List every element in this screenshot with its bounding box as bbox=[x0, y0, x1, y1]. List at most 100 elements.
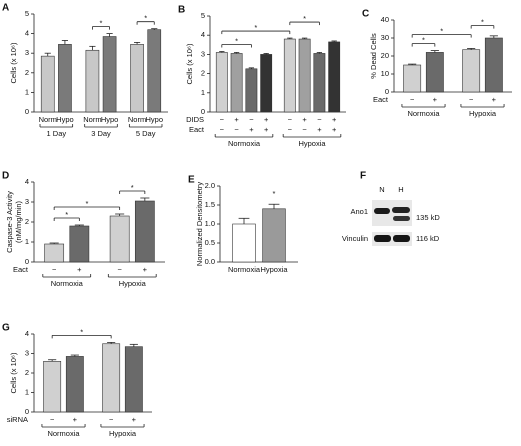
band-label: Ano1 bbox=[350, 207, 368, 216]
row-value: − bbox=[317, 115, 322, 124]
bar bbox=[58, 44, 72, 113]
y-tick-label: 0 bbox=[25, 407, 29, 416]
y-tick-label: 2 bbox=[25, 68, 29, 77]
row-value: + bbox=[143, 265, 148, 274]
significance-star: * bbox=[273, 189, 276, 198]
row-value: − bbox=[220, 115, 225, 124]
bar bbox=[147, 29, 162, 113]
y-tick-label: 0.0 bbox=[205, 257, 215, 266]
y-axis-label: (nM/mg/min) bbox=[14, 200, 23, 243]
bar bbox=[40, 55, 55, 113]
significance-star: * bbox=[131, 183, 134, 192]
row-value: + bbox=[317, 125, 322, 134]
y-tick-label: 1 bbox=[25, 237, 29, 246]
blot-band bbox=[392, 207, 410, 213]
row-value: − bbox=[302, 125, 307, 134]
panel-letter: B bbox=[178, 5, 185, 16]
band-size: 135 kD bbox=[416, 213, 440, 222]
row-label: Eact bbox=[373, 95, 389, 104]
row-value: + bbox=[332, 125, 337, 134]
y-tick-label: 1.0 bbox=[205, 219, 215, 228]
x-tick-label: Hypo bbox=[56, 115, 74, 124]
bar bbox=[484, 37, 503, 93]
row-value: + bbox=[264, 115, 269, 124]
x-tick-label: Hypoxia bbox=[260, 265, 288, 274]
y-tick-label: 0 bbox=[385, 87, 389, 96]
row-value: − bbox=[288, 115, 293, 124]
bar bbox=[403, 64, 422, 93]
row-value: + bbox=[234, 115, 239, 124]
y-tick-label: 0 bbox=[201, 107, 205, 116]
y-tick-label: 20 bbox=[381, 51, 389, 60]
significance-star: * bbox=[440, 27, 443, 36]
y-tick-label: 5 bbox=[25, 9, 29, 18]
y-tick-label: 30 bbox=[381, 33, 389, 42]
y-tick-label: 10 bbox=[381, 69, 389, 78]
y-tick-label: 4 bbox=[25, 177, 29, 186]
group-label: Hypoxia bbox=[469, 109, 497, 118]
group-label: 1 Day bbox=[47, 129, 67, 138]
x-tick-label: Norm bbox=[39, 115, 57, 124]
panel-letter: F bbox=[360, 171, 366, 182]
x-tick-label: Normoxia bbox=[228, 265, 261, 274]
blot-band bbox=[374, 235, 391, 242]
bar bbox=[69, 225, 90, 263]
band-label: Vinculin bbox=[342, 234, 368, 243]
significance-star: * bbox=[144, 14, 147, 23]
row-value: + bbox=[433, 95, 438, 104]
bar bbox=[262, 208, 286, 263]
panel-letter: E bbox=[188, 175, 195, 186]
row-label: Eact bbox=[13, 265, 29, 274]
y-tick-label: 2 bbox=[25, 217, 29, 226]
x-tick-label: Norm bbox=[83, 115, 101, 124]
x-tick-label: Hypo bbox=[145, 115, 163, 124]
significance-star: * bbox=[303, 14, 306, 23]
y-axis-label: Cells (x 10⁶) bbox=[9, 42, 18, 84]
group-label: Normoxia bbox=[51, 279, 84, 288]
row-value: − bbox=[410, 95, 415, 104]
row-value: + bbox=[264, 125, 269, 134]
x-tick-label: Hypo bbox=[101, 115, 119, 124]
band-size: 116 kD bbox=[416, 234, 440, 243]
group-label: Hypoxia bbox=[109, 429, 137, 438]
bar bbox=[232, 223, 256, 263]
significance-star: * bbox=[235, 37, 238, 46]
row-value: + bbox=[77, 265, 82, 274]
significance-star: * bbox=[80, 327, 83, 336]
lane-label: H bbox=[398, 185, 403, 194]
bar bbox=[43, 360, 62, 413]
row-value: − bbox=[109, 415, 114, 424]
row-value: − bbox=[469, 95, 474, 104]
row-value: − bbox=[117, 265, 122, 274]
x-tick-label: Norm bbox=[128, 115, 146, 124]
bar bbox=[245, 68, 258, 113]
significance-star: * bbox=[254, 23, 257, 32]
panel-letter: D bbox=[2, 171, 9, 182]
panel-letter: C bbox=[362, 9, 369, 20]
y-tick-label: 0 bbox=[25, 107, 29, 116]
y-tick-label: 5 bbox=[201, 11, 205, 20]
bar bbox=[283, 38, 296, 113]
bar bbox=[130, 44, 144, 113]
y-tick-label: 40 bbox=[381, 15, 389, 24]
row-label: Eact bbox=[189, 125, 205, 134]
significance-star: * bbox=[100, 19, 103, 28]
row-value: − bbox=[52, 265, 57, 274]
y-tick-label: 3 bbox=[201, 49, 205, 58]
bar bbox=[102, 343, 121, 413]
y-tick-label: 2 bbox=[25, 368, 29, 377]
row-value: + bbox=[249, 125, 254, 134]
group-label: Normoxia bbox=[407, 109, 440, 118]
row-value: + bbox=[73, 415, 78, 424]
group-label: 3 Day bbox=[91, 129, 111, 138]
row-value: + bbox=[132, 415, 137, 424]
blot-band bbox=[393, 235, 410, 242]
y-axis-label: Normalized Densitometry bbox=[195, 182, 204, 266]
row-label: DIDS bbox=[186, 115, 204, 124]
panel-letter: G bbox=[2, 323, 10, 334]
y-tick-label: 4 bbox=[25, 329, 29, 338]
bar bbox=[230, 53, 243, 113]
y-tick-label: 1 bbox=[201, 88, 205, 97]
row-value: − bbox=[234, 125, 239, 134]
